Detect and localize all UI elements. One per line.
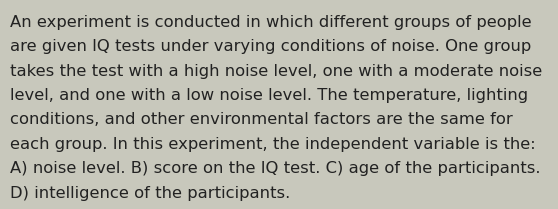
Text: conditions, and other environmental factors are the same for: conditions, and other environmental fact… <box>10 112 513 127</box>
Text: each group. In this experiment, the independent variable is the:: each group. In this experiment, the inde… <box>10 137 536 152</box>
Text: are given IQ tests under varying conditions of noise. One group: are given IQ tests under varying conditi… <box>10 39 531 54</box>
Text: A) noise level. B) score on the IQ test. C) age of the participants.: A) noise level. B) score on the IQ test.… <box>10 161 541 176</box>
Text: D) intelligence of the participants.: D) intelligence of the participants. <box>10 186 290 201</box>
Text: An experiment is conducted in which different groups of people: An experiment is conducted in which diff… <box>10 15 532 30</box>
Text: takes the test with a high noise level, one with a moderate noise: takes the test with a high noise level, … <box>10 64 542 79</box>
Text: level, and one with a low noise level. The temperature, lighting: level, and one with a low noise level. T… <box>10 88 528 103</box>
